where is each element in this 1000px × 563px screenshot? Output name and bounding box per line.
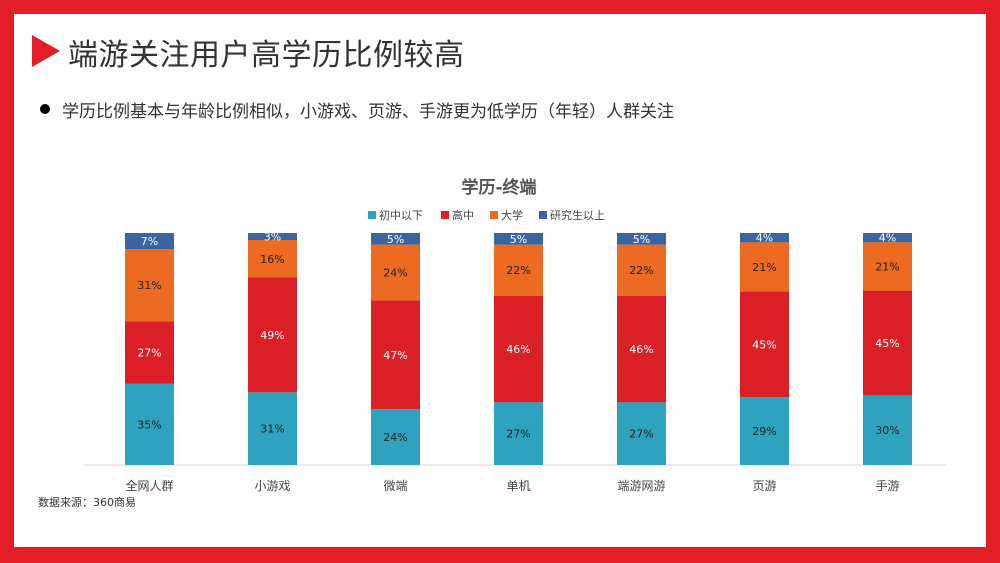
bar-segment	[863, 233, 912, 243]
data-label: 3%	[264, 231, 281, 244]
bar-segment	[863, 291, 912, 396]
x-tick-label: 小游戏	[254, 479, 290, 493]
data-label: 49%	[260, 329, 284, 342]
x-tick-label: 手游	[875, 479, 899, 493]
legend-swatch	[441, 211, 449, 219]
data-label: 21%	[752, 261, 776, 274]
data-label: 4%	[756, 232, 773, 245]
x-tick-label: 单机	[506, 479, 530, 493]
bar-segment	[371, 244, 420, 301]
data-label: 46%	[629, 343, 653, 356]
data-label: 5%	[387, 233, 404, 246]
bar-segment	[371, 233, 420, 245]
data-label: 16%	[260, 253, 284, 266]
bar-segment	[125, 383, 174, 465]
x-tick-label: 微端	[383, 479, 407, 493]
bar-segment	[740, 291, 789, 398]
bar-segment	[125, 233, 174, 250]
bar-segment	[125, 249, 174, 322]
data-label: 35%	[137, 418, 161, 431]
bar-segment	[248, 277, 297, 393]
data-label: 46%	[506, 343, 530, 356]
data-label: 5%	[633, 233, 650, 246]
data-label: 22%	[629, 264, 653, 277]
data-label: 29%	[752, 425, 776, 438]
data-label: 4%	[879, 232, 896, 245]
bar-segment	[740, 233, 789, 243]
bar-segment	[125, 321, 174, 384]
bar-segment	[617, 295, 666, 403]
data-label: 7%	[141, 235, 158, 248]
bar-segment	[494, 402, 543, 465]
data-label: 31%	[260, 423, 284, 436]
bar-segment	[248, 392, 297, 465]
bar-segment	[863, 395, 912, 465]
bullet-dot-icon	[40, 104, 50, 114]
page-title: 端游关注用户高学历比例较高	[68, 38, 465, 73]
data-label: 24%	[383, 266, 407, 279]
bar-segment	[248, 233, 297, 241]
data-label: 45%	[875, 337, 899, 350]
bar-segment	[371, 300, 420, 410]
data-label: 31%	[137, 279, 161, 292]
bar-segment	[494, 244, 543, 296]
bullet-text: 学历比例基本与年龄比例相似，小游戏、页游、手游更为低学历（年轻）人群关注	[62, 102, 674, 122]
bar-segment	[494, 295, 543, 403]
data-label: 5%	[510, 233, 527, 246]
data-label: 21%	[875, 261, 899, 274]
legend-swatch	[368, 211, 376, 219]
legend-label: 高中	[452, 208, 474, 222]
bar-segment	[740, 242, 789, 292]
bar-segment	[617, 244, 666, 296]
bar-segment	[740, 397, 789, 465]
data-label: 27%	[506, 428, 530, 441]
data-label: 45%	[752, 338, 776, 351]
x-tick-label: 端游网游	[617, 479, 665, 493]
data-label: 27%	[137, 346, 161, 359]
x-tick-label: 全网人群	[125, 478, 173, 493]
data-label: 24%	[383, 431, 407, 444]
chart-title: 学历-终端	[461, 177, 536, 198]
bar-segment	[617, 402, 666, 465]
legend-swatch	[539, 211, 547, 219]
bar-segment	[494, 233, 543, 245]
legend-label: 大学	[501, 208, 523, 222]
legend-swatch	[490, 211, 498, 219]
data-label: 22%	[506, 264, 530, 277]
bar-segment	[248, 240, 297, 278]
legend-label: 研究生以上	[550, 208, 605, 222]
data-label: 27%	[629, 428, 653, 441]
bar-segment	[371, 409, 420, 465]
data-source: 数据来源：360商易	[38, 496, 136, 509]
data-label: 47%	[383, 349, 407, 362]
x-tick-label: 页游	[752, 479, 776, 493]
bar-segment	[863, 242, 912, 291]
title-arrow-icon	[32, 35, 60, 67]
bar-segment	[617, 233, 666, 245]
legend-label: 初中以下	[379, 208, 423, 222]
data-label: 30%	[875, 424, 899, 437]
